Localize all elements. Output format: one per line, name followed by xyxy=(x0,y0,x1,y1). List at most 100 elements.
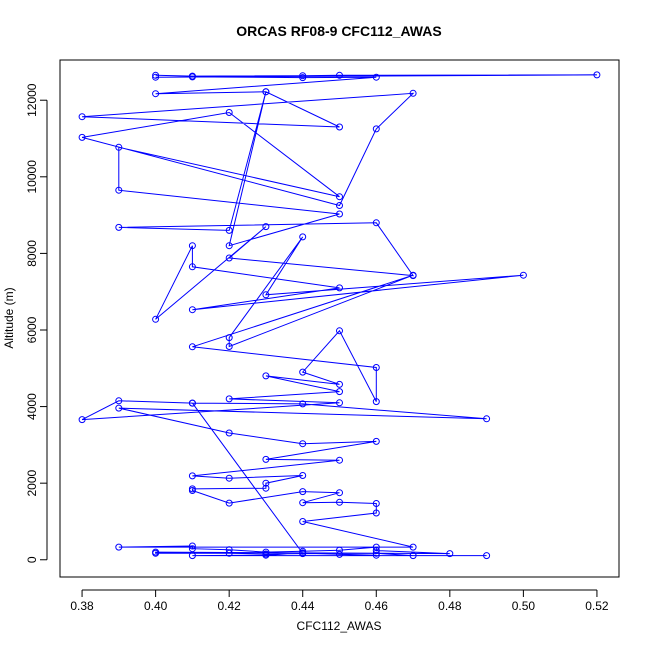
data-point xyxy=(336,284,343,292)
data-point xyxy=(262,455,270,463)
x-tick-label: 0.40 xyxy=(144,599,168,613)
data-point xyxy=(336,550,343,558)
x-tick-label: 0.42 xyxy=(217,599,241,613)
data-point xyxy=(225,226,233,234)
data-point xyxy=(225,429,233,437)
data-point xyxy=(152,315,160,323)
data-point xyxy=(593,71,601,79)
data-point xyxy=(409,552,417,560)
x-axis: 0.38 0.40 0.42 0.44 0.46 0.48 0.50 0.52 xyxy=(70,589,609,613)
data-point xyxy=(299,233,307,241)
data-point xyxy=(299,488,307,496)
data-point xyxy=(188,545,196,553)
data-point xyxy=(152,549,160,557)
data-point xyxy=(519,271,527,279)
data-point xyxy=(483,552,491,560)
data-point xyxy=(115,397,123,405)
data-point xyxy=(336,546,343,554)
data-point xyxy=(372,549,380,557)
data-point xyxy=(115,223,123,231)
series-line xyxy=(81,74,597,557)
x-axis-label: CFC112_AWAS xyxy=(297,619,382,633)
data-point xyxy=(336,202,343,209)
y-tick-label: 2000 xyxy=(25,470,39,497)
data-point xyxy=(299,72,307,80)
y-tick-label: 0 xyxy=(25,556,39,563)
y-tick-label: 8000 xyxy=(25,240,39,267)
data-point xyxy=(225,343,233,350)
data-point xyxy=(372,551,380,559)
data-point xyxy=(299,440,307,448)
data-point xyxy=(115,143,123,151)
data-point xyxy=(225,549,233,557)
data-point xyxy=(372,364,380,371)
data-point xyxy=(299,518,307,525)
data-point xyxy=(299,400,307,408)
data-point xyxy=(336,498,343,506)
data-point xyxy=(372,398,380,406)
data-point xyxy=(188,542,196,550)
data-point xyxy=(115,186,123,194)
data-point xyxy=(409,543,417,551)
data-point xyxy=(336,193,343,201)
data-point xyxy=(225,499,233,507)
data-point xyxy=(299,74,307,82)
data-point xyxy=(188,552,196,560)
data-point xyxy=(299,549,307,557)
x-tick-label: 0.44 xyxy=(291,599,315,613)
data-point xyxy=(152,90,160,98)
chart-title: ORCAS RF08-9 CFC112_AWAS xyxy=(236,23,441,39)
data-point xyxy=(262,484,270,492)
y-tick-label: 4000 xyxy=(25,393,39,420)
data-point xyxy=(483,415,491,423)
data-point xyxy=(262,479,270,487)
y-axis: 0 2000 4000 6000 8000 10000 12000 xyxy=(25,83,48,563)
y-axis-label: Altitude (m) xyxy=(2,287,16,348)
data-point xyxy=(409,89,417,97)
data-point xyxy=(78,133,86,141)
data-point xyxy=(336,327,343,335)
data-point xyxy=(225,334,233,342)
data-point xyxy=(262,223,270,231)
data-point xyxy=(372,219,380,227)
x-tick-label: 0.50 xyxy=(512,599,536,613)
y-tick-label: 10000 xyxy=(25,160,39,194)
data-point xyxy=(225,109,233,116)
y-tick-label: 6000 xyxy=(25,316,39,343)
y-tick-label: 12000 xyxy=(25,83,39,117)
data-point xyxy=(336,71,343,79)
data-point xyxy=(336,399,343,407)
data-point xyxy=(152,71,160,79)
data-point xyxy=(188,487,196,494)
data-point xyxy=(262,548,270,556)
data-point xyxy=(225,474,233,482)
data-point xyxy=(225,546,233,554)
data-point xyxy=(188,242,196,250)
data-point xyxy=(336,210,343,218)
x-tick-label: 0.48 xyxy=(438,599,462,613)
data-point xyxy=(299,499,307,507)
data-point xyxy=(336,489,343,497)
data-point xyxy=(372,547,380,555)
series-group xyxy=(78,71,601,560)
x-tick-label: 0.52 xyxy=(585,599,609,613)
data-point xyxy=(372,73,380,81)
data-point xyxy=(225,254,233,262)
data-point xyxy=(188,263,196,271)
data-point xyxy=(372,437,380,445)
data-point xyxy=(225,395,233,403)
x-tick-label: 0.46 xyxy=(365,599,389,613)
data-point xyxy=(336,456,343,464)
data-point xyxy=(152,73,160,81)
data-point xyxy=(262,551,270,559)
data-point xyxy=(336,380,343,388)
plot-frame xyxy=(59,59,620,578)
data-point xyxy=(372,500,380,507)
data-point xyxy=(78,113,86,121)
data-point xyxy=(225,242,233,250)
data-point xyxy=(372,509,380,517)
data-point xyxy=(78,416,86,424)
data-point xyxy=(299,472,307,479)
data-point xyxy=(115,404,123,412)
